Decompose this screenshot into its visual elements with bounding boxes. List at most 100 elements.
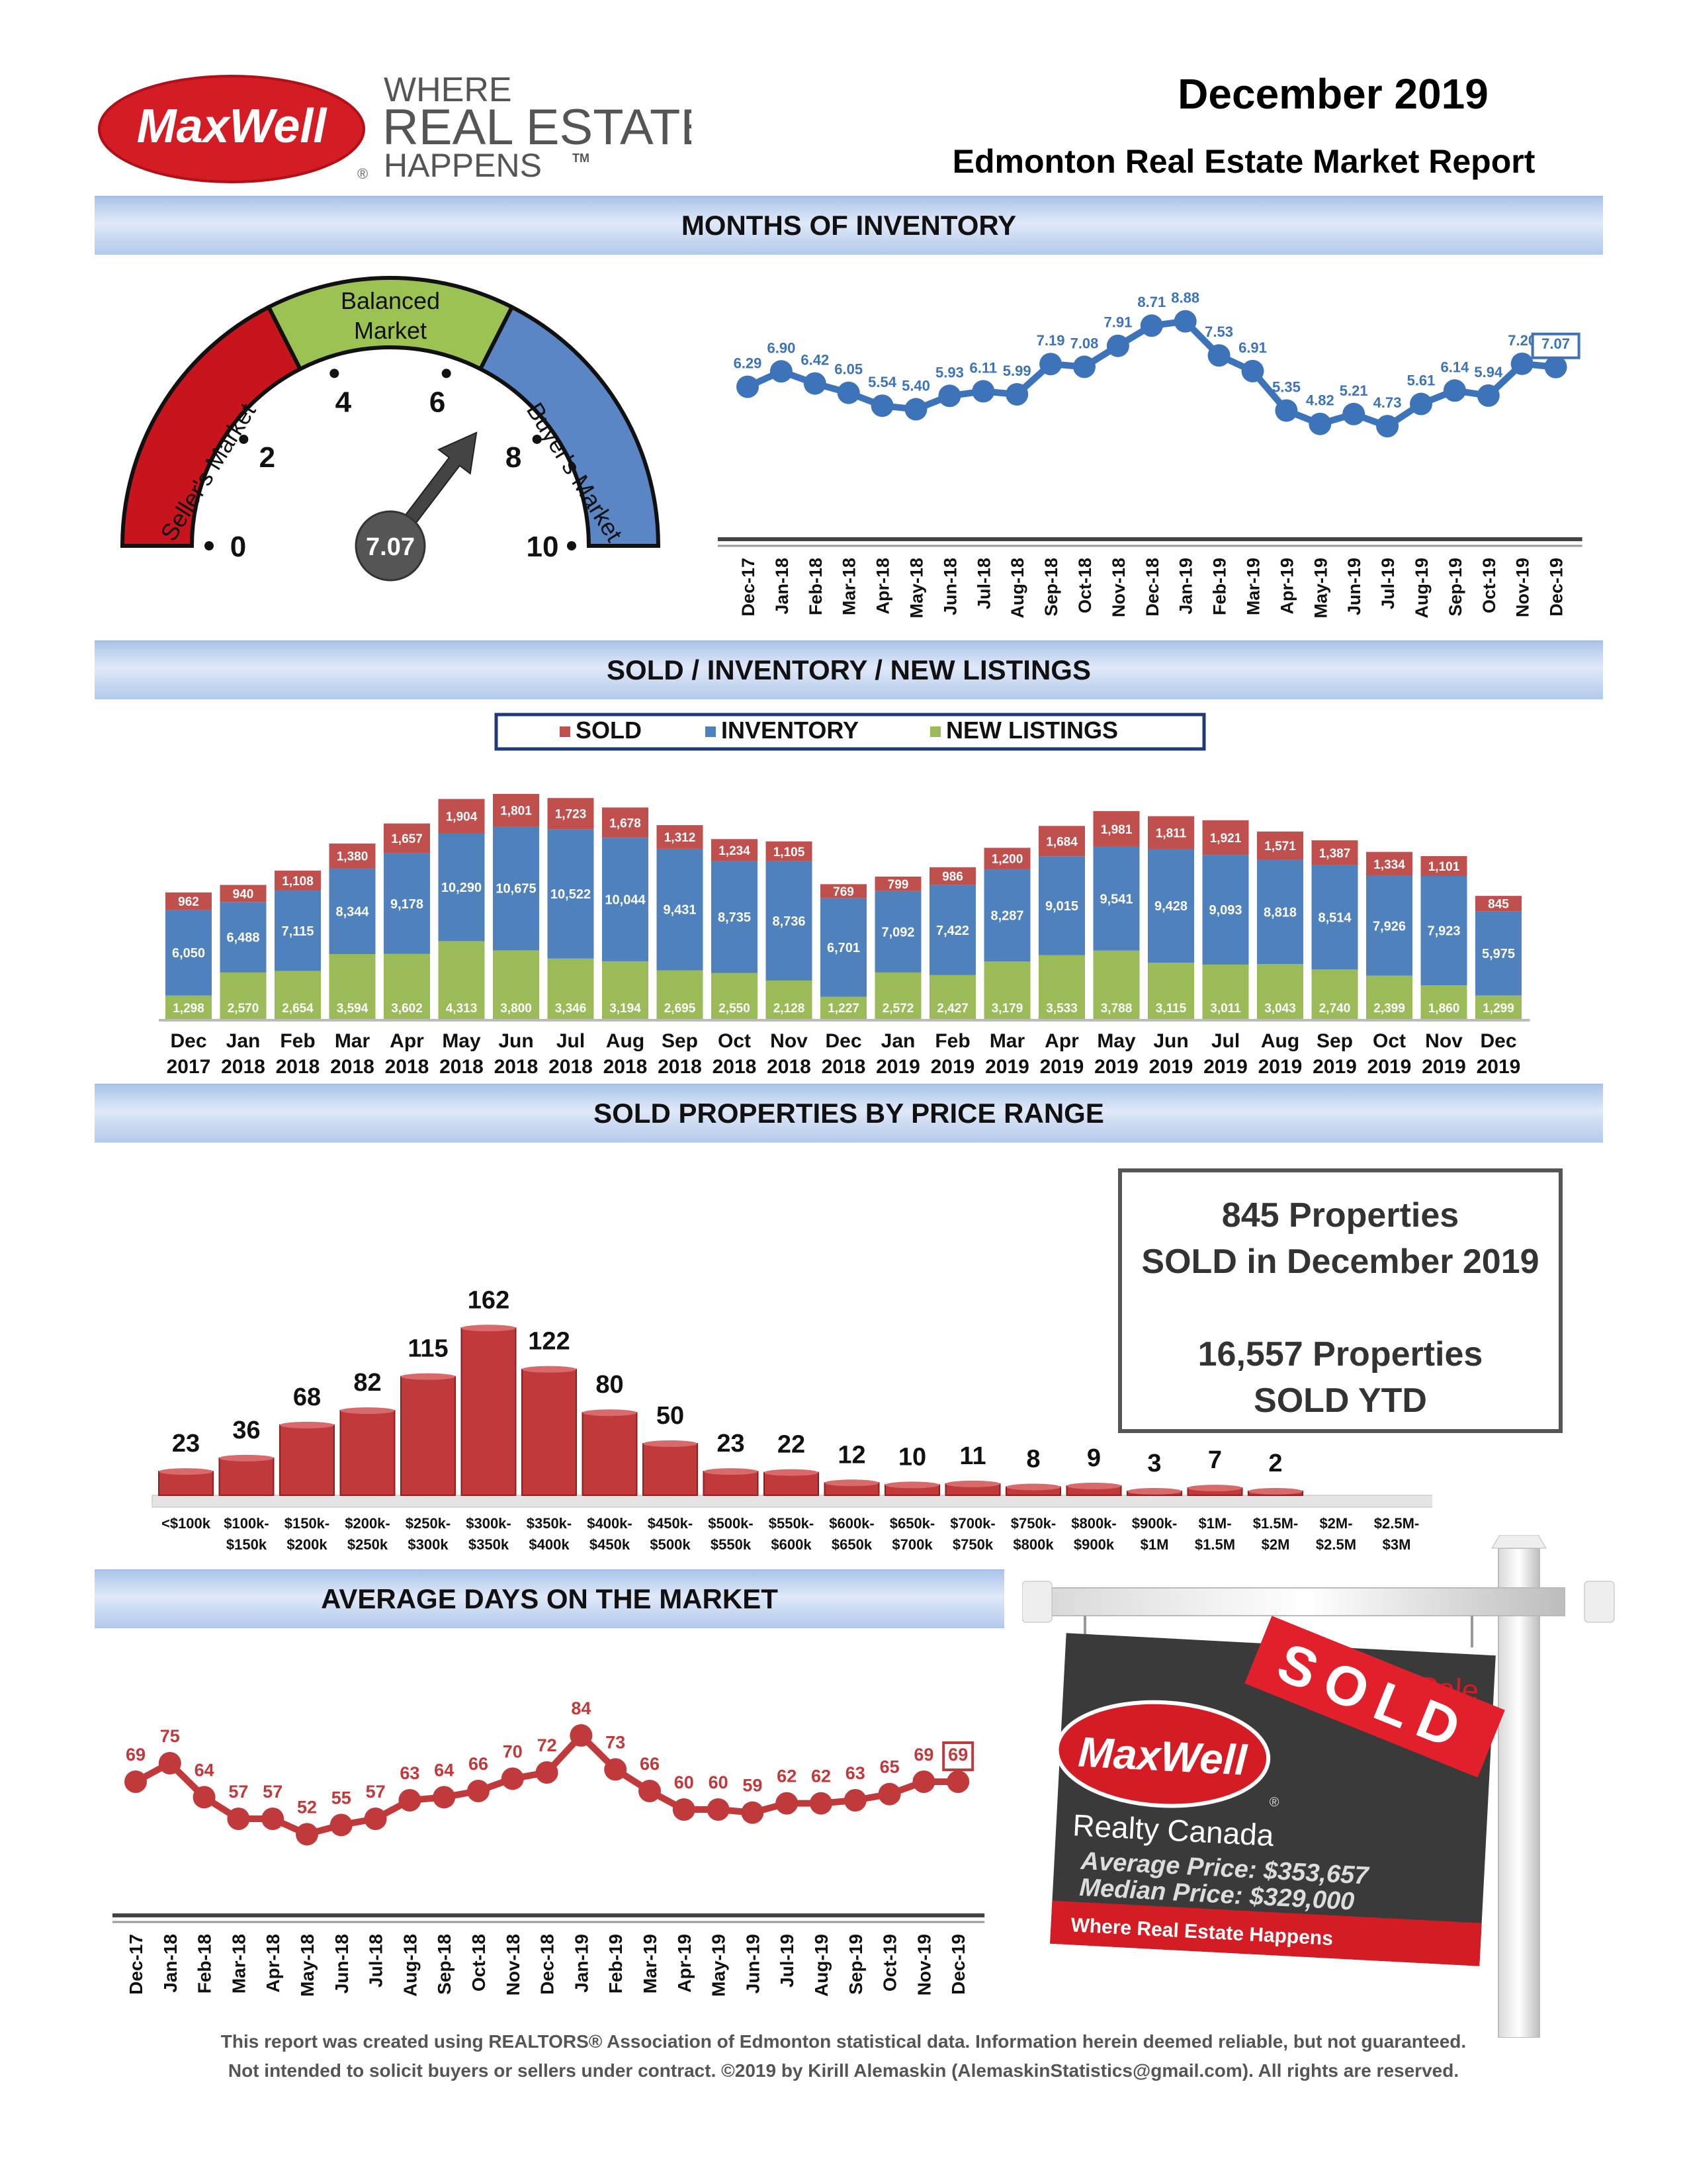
data-point bbox=[972, 380, 994, 402]
gauge-tick-dot bbox=[204, 541, 214, 550]
gauge-tick-dot bbox=[567, 541, 576, 550]
section-header-moi: MONTHS OF INVENTORY bbox=[95, 196, 1603, 255]
data-point bbox=[1039, 353, 1062, 375]
data-label: 4.82 bbox=[1306, 392, 1334, 409]
data-label: 75 bbox=[160, 1726, 180, 1746]
x-tick-label: 2018 bbox=[767, 1056, 811, 1078]
data-label: 5.61 bbox=[1407, 372, 1436, 389]
x-tick-label: Jun bbox=[1153, 1030, 1188, 1052]
price-bar-top bbox=[825, 1479, 879, 1486]
x-tick-label: 2019 bbox=[1040, 1056, 1084, 1078]
data-label: 5.21 bbox=[1340, 382, 1368, 399]
label-new-listings: 2,654 bbox=[282, 1002, 314, 1016]
price-bar-top bbox=[704, 1468, 758, 1475]
x-tick-label: 2018 bbox=[713, 1056, 757, 1078]
data-point bbox=[775, 1792, 798, 1815]
sold-ytd-count: 16,557 Properties bbox=[1122, 1331, 1559, 1377]
price-bar-top bbox=[462, 1325, 516, 1331]
x-tick-label: 2017 bbox=[167, 1056, 211, 1078]
label-new-listings: 3,043 bbox=[1264, 1002, 1296, 1016]
price-bar-label: 9 bbox=[1087, 1444, 1101, 1472]
label-sold: 1,200 bbox=[992, 853, 1023, 867]
data-point bbox=[261, 1808, 284, 1830]
data-point bbox=[193, 1786, 216, 1808]
data-label: 6.90 bbox=[767, 339, 795, 356]
label-sold: 845 bbox=[1488, 898, 1509, 912]
x-tick-label: May bbox=[1097, 1030, 1136, 1052]
x-tick-label: Dec bbox=[1480, 1030, 1516, 1052]
x-tick-label: Oct-18 bbox=[468, 1934, 489, 1991]
sold-summary-box: 845 Properties SOLD in December 2019 16,… bbox=[1118, 1168, 1563, 1433]
x-tick-label: $550k- bbox=[769, 1515, 814, 1532]
x-tick-label: Jan bbox=[881, 1030, 916, 1052]
data-point bbox=[1410, 393, 1432, 415]
data-point bbox=[398, 1789, 421, 1812]
logo-text: MaxWell bbox=[137, 100, 328, 153]
x-tick-label: Dec-17 bbox=[126, 1934, 146, 1995]
x-tick-label: 2019 bbox=[876, 1056, 920, 1078]
label-sold: 1,387 bbox=[1319, 847, 1351, 861]
sold-sign-illustration: Where Real Estate Happens MaxWell ® Real… bbox=[1022, 1535, 1618, 2038]
label-inventory: 8,344 bbox=[335, 904, 369, 919]
data-label: 57 bbox=[366, 1782, 386, 1802]
x-tick-label: Nov-19 bbox=[1513, 558, 1533, 617]
label-sold: 1,234 bbox=[718, 844, 750, 858]
x-tick-label: Nov bbox=[1425, 1030, 1463, 1052]
label-new-listings: 2,570 bbox=[228, 1002, 259, 1016]
x-tick-label: $600k bbox=[771, 1536, 812, 1553]
x-tick-label: Jan-19 bbox=[571, 1934, 591, 1993]
price-bar-top bbox=[583, 1409, 637, 1416]
label-inventory: 10,675 bbox=[496, 882, 536, 896]
data-label: 5.54 bbox=[868, 374, 897, 390]
months-of-inventory-gauge: Seller's MarketBalancedMarketBuyer's Mar… bbox=[99, 261, 681, 592]
data-label: 7.53 bbox=[1205, 324, 1233, 340]
label-inventory: 10,522 bbox=[550, 887, 591, 902]
x-tick-label: Jan-19 bbox=[1176, 558, 1196, 615]
data-point bbox=[124, 1770, 147, 1793]
data-label: 7.08 bbox=[1070, 335, 1099, 351]
label-inventory: 8,514 bbox=[1318, 911, 1352, 926]
data-point bbox=[1444, 379, 1466, 402]
label-inventory: 9,093 bbox=[1209, 903, 1242, 918]
label-sold: 1,108 bbox=[282, 875, 314, 889]
x-tick-label: Sep-18 bbox=[1041, 558, 1061, 617]
price-bar bbox=[522, 1370, 576, 1495]
label-sold: 1,678 bbox=[609, 816, 641, 830]
data-point bbox=[467, 1780, 490, 1802]
months-of-inventory-chart: 6.296.906.426.055.54 5.405.93 6.11 5.997.19… bbox=[718, 278, 1591, 635]
data-label: 84 bbox=[571, 1698, 591, 1718]
footer-disclaimer-2: Not intended to solicit buyers or seller… bbox=[0, 2060, 1687, 2081]
x-tick-label: $300k bbox=[408, 1536, 449, 1553]
data-label: 63 bbox=[400, 1763, 419, 1783]
label-new-listings: 3,011 bbox=[1210, 1002, 1241, 1016]
price-bar-top bbox=[220, 1455, 274, 1462]
x-tick-label: 2018 bbox=[330, 1056, 374, 1078]
legend-swatch bbox=[560, 726, 570, 737]
data-point bbox=[741, 1802, 763, 1824]
data-label: 8.88 bbox=[1171, 290, 1199, 306]
price-bar bbox=[583, 1413, 637, 1495]
data-point bbox=[947, 1770, 969, 1793]
data-label: 5.35 bbox=[1272, 378, 1301, 395]
x-tick-label: Aug-18 bbox=[400, 1934, 420, 1997]
data-label: 65 bbox=[880, 1757, 900, 1777]
data-label: 6.05 bbox=[834, 361, 863, 378]
x-tick-label: $800k- bbox=[1071, 1515, 1117, 1532]
legend-swatch bbox=[930, 726, 941, 737]
data-point bbox=[1107, 335, 1129, 357]
x-tick-label: 2018 bbox=[439, 1056, 484, 1078]
label-new-listings: 2,427 bbox=[937, 1002, 969, 1016]
data-label: 70 bbox=[503, 1741, 523, 1761]
data-label: 5.94 bbox=[1474, 364, 1503, 380]
label-new-listings: 2,572 bbox=[883, 1002, 914, 1016]
data-label: 7.07 bbox=[1541, 335, 1570, 352]
data-point bbox=[159, 1752, 181, 1774]
label-inventory: 6,701 bbox=[827, 941, 860, 955]
price-bar-label: 23 bbox=[716, 1430, 744, 1458]
data-label: 57 bbox=[228, 1782, 248, 1802]
x-tick-label: Jan-18 bbox=[772, 558, 792, 615]
label-new-listings: 2,550 bbox=[718, 1002, 750, 1016]
x-tick-label: $750k- bbox=[1011, 1515, 1057, 1532]
x-tick-label: Aug bbox=[1261, 1030, 1299, 1052]
label-inventory: 7,923 bbox=[1427, 924, 1460, 939]
